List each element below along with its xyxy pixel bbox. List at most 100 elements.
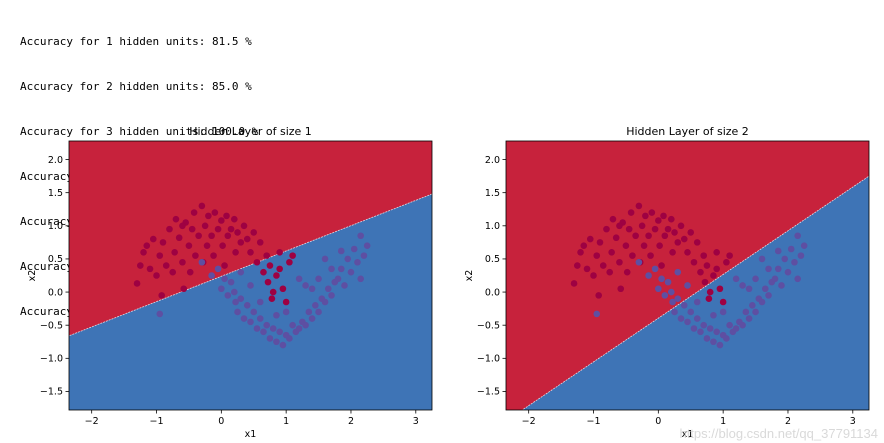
data-point-class0 — [273, 272, 280, 279]
data-point-class0 — [700, 252, 708, 259]
data-point-class0 — [230, 215, 238, 223]
data-point-class0 — [723, 258, 730, 266]
data-point-class1 — [269, 325, 277, 332]
data-point-class0 — [158, 292, 165, 299]
data-point-class0 — [211, 209, 219, 216]
data-point-class0 — [260, 268, 267, 276]
data-point-class1 — [344, 255, 352, 263]
data-point-class0 — [203, 242, 211, 249]
plot-area — [506, 141, 869, 410]
data-point-class0 — [175, 234, 183, 242]
data-point-class0 — [647, 252, 654, 259]
x-tick-label: −1 — [150, 416, 164, 427]
data-point-class0 — [713, 249, 720, 256]
chart-1: −2 −1 0 1 2 3 −1.5 −1.0 −0.5 0.0 0.5 1.0 1.5 2.0 Hidde… — [27, 125, 433, 440]
accuracy-line-1: Accuracy for 1 hidden units: 81.5 % — [20, 35, 252, 48]
data-point-class0 — [279, 285, 287, 293]
data-point-class0 — [243, 235, 251, 243]
data-point-class0 — [680, 235, 688, 243]
data-point-class1 — [706, 325, 714, 332]
data-point-class1 — [240, 315, 248, 322]
data-point-class1 — [723, 335, 730, 342]
data-point-class1 — [289, 321, 296, 329]
data-point-class0 — [201, 222, 209, 230]
data-point-class1 — [765, 265, 772, 273]
x-axis-label: x1 — [245, 429, 257, 440]
data-point-class0 — [237, 239, 245, 246]
data-point-class1 — [667, 288, 675, 296]
data-point-class1 — [324, 285, 332, 293]
x-tick-label: 3 — [850, 416, 856, 427]
plot-area — [69, 141, 432, 410]
data-point-class1 — [232, 298, 239, 306]
data-point-class1 — [778, 282, 785, 289]
data-point-class1 — [214, 265, 222, 273]
data-point-class1 — [218, 285, 225, 293]
data-point-class0 — [214, 225, 222, 233]
data-point-class0 — [595, 292, 602, 299]
data-point-class0 — [256, 239, 264, 246]
y-tick-label: 1.0 — [485, 221, 500, 232]
data-point-class1 — [593, 310, 601, 318]
data-point-class0 — [210, 252, 217, 259]
y-tick-label: 0.5 — [485, 254, 500, 265]
data-point-class0 — [282, 298, 290, 306]
data-point-class0 — [596, 239, 604, 246]
data-point-class0 — [221, 262, 228, 269]
data-point-class0 — [705, 295, 713, 302]
data-point-class0 — [133, 280, 141, 287]
data-point-class1 — [253, 325, 261, 332]
data-point-class1 — [800, 242, 808, 249]
data-point-class1 — [243, 302, 251, 309]
data-point-class1 — [237, 295, 245, 302]
data-point-class0 — [710, 272, 717, 279]
data-point-class0 — [185, 242, 193, 249]
data-point-class0 — [697, 268, 704, 276]
data-point-class0 — [179, 222, 186, 230]
chart-title: Hidden Layer of size 1 — [189, 125, 312, 138]
data-point-class1 — [337, 247, 345, 255]
data-point-class0 — [172, 215, 180, 223]
data-point-class0 — [593, 252, 601, 259]
data-point-class1 — [341, 282, 348, 289]
data-point-class0 — [247, 249, 254, 256]
data-point-class1 — [765, 292, 772, 299]
data-point-class1 — [350, 245, 358, 253]
data-point-class0 — [583, 265, 591, 273]
y-tick-label: 2.0 — [48, 155, 63, 166]
data-point-class1 — [710, 338, 717, 346]
data-point-class0 — [570, 280, 578, 287]
data-point-class0 — [253, 258, 261, 266]
data-point-class0 — [608, 249, 615, 256]
data-point-class1 — [357, 232, 364, 240]
data-point-class1 — [227, 278, 235, 286]
data-point-class0 — [625, 225, 633, 233]
data-point-class0 — [205, 212, 212, 220]
data-point-class1 — [357, 275, 364, 283]
data-point-class0 — [580, 242, 588, 249]
data-point-class1 — [156, 310, 164, 318]
data-point-class0 — [195, 232, 202, 240]
data-point-class1 — [302, 321, 309, 329]
data-point-class1 — [794, 232, 801, 240]
data-point-class1 — [690, 325, 698, 332]
data-point-class1 — [703, 335, 711, 342]
data-point-class0 — [671, 229, 678, 236]
data-point-class0 — [574, 262, 581, 269]
data-point-class0 — [627, 209, 635, 216]
y-tick-label: 0.5 — [48, 254, 63, 265]
data-point-class0 — [693, 239, 701, 246]
y-tick-label: 2.0 — [485, 155, 500, 166]
data-point-class0 — [664, 225, 672, 233]
data-point-class0 — [169, 268, 177, 276]
data-point-class0 — [590, 272, 597, 279]
data-point-class0 — [701, 278, 709, 286]
data-point-class1 — [221, 275, 228, 283]
data-point-class0 — [156, 252, 164, 259]
chart-2: −2 −1 0 1 2 3 −1.5 −1.0 −0.5 0.0 0.5 1.0 1.5 2.0 Hidde… — [464, 125, 870, 440]
data-point-class1 — [700, 321, 708, 329]
data-point-class1 — [726, 321, 733, 329]
data-point-class0 — [190, 209, 198, 216]
data-point-class1 — [237, 268, 245, 276]
data-point-class1 — [791, 258, 798, 266]
